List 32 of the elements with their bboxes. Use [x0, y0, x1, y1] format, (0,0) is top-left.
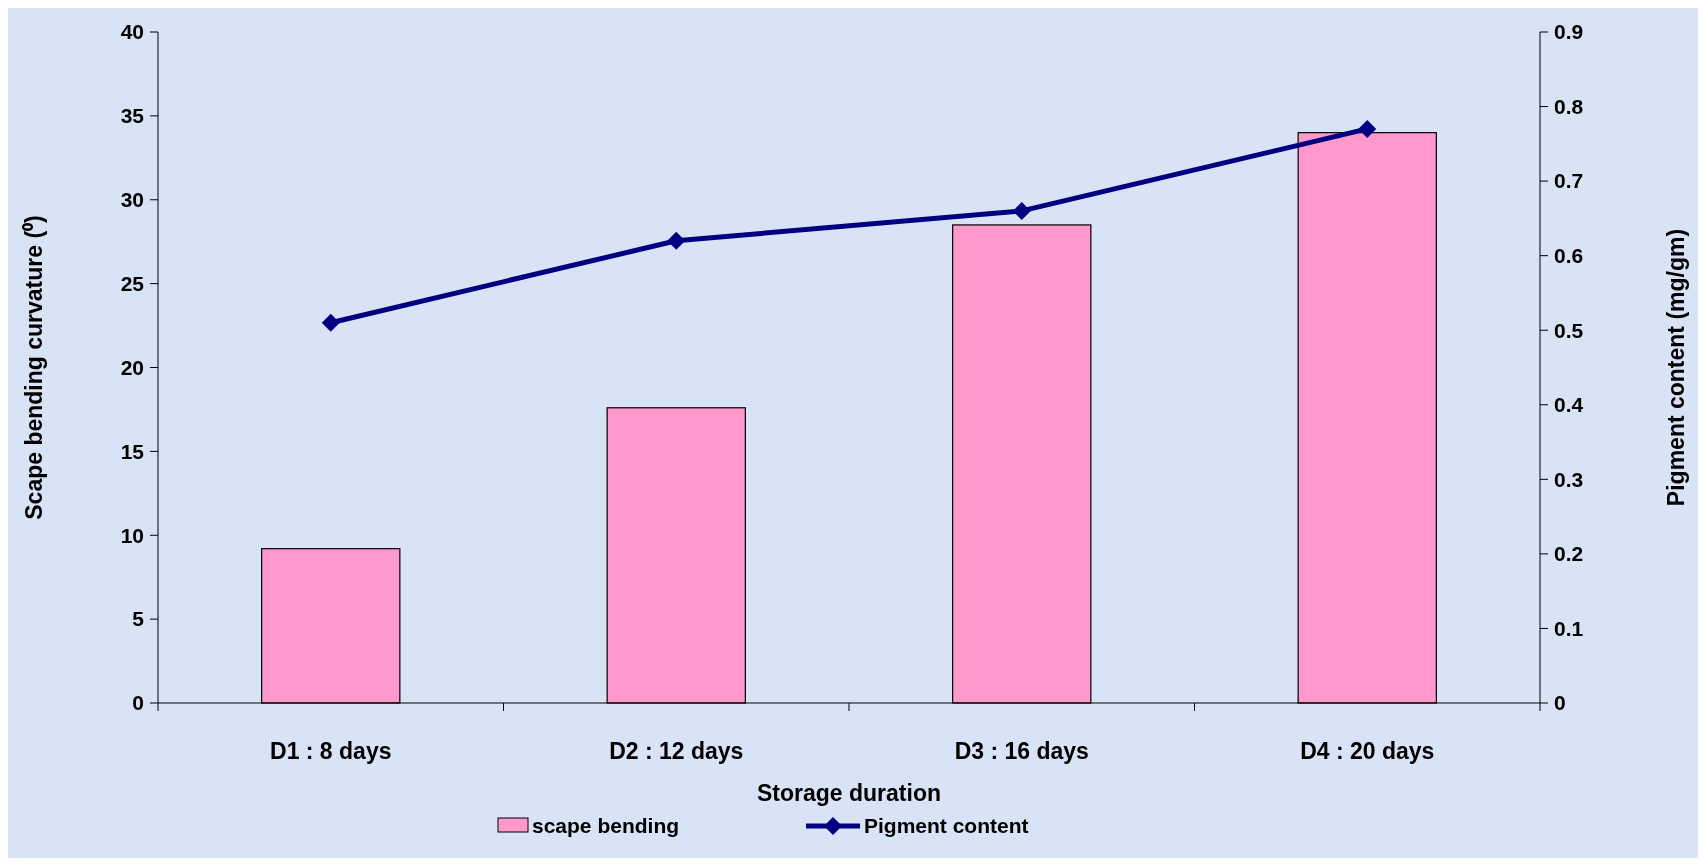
x-tick-label: D2 : 12 days	[609, 738, 744, 764]
x-tick-label: D3 : 16 days	[954, 738, 1089, 764]
y-tick-label: 20	[120, 355, 144, 379]
x-tick-label: D1 : 8 days	[270, 738, 392, 764]
y2-tick-label: 0.9	[1554, 20, 1584, 44]
y-tick-label: 5	[132, 607, 145, 631]
y2-tick-label: 0.5	[1554, 318, 1584, 342]
legend-label: Pigment content	[864, 814, 1029, 838]
y2-tick-label: 0.6	[1554, 244, 1584, 268]
point	[1012, 201, 1031, 220]
y2-tick-label: 0.4	[1554, 393, 1584, 417]
y2-tick-label: 0.7	[1554, 169, 1584, 193]
y2-tick-label: 0.3	[1554, 467, 1584, 491]
y-tick-label: 35	[120, 104, 145, 128]
y2-tick-label: 0.8	[1554, 94, 1584, 118]
y2-axis-title: Pigment content (mg/gm)	[1663, 228, 1689, 507]
y-tick-label: 30	[120, 188, 144, 212]
y-tick-label: 15	[120, 439, 145, 463]
x-axis-title: Storage duration	[756, 780, 942, 806]
y2-tick-label: 0.1	[1554, 616, 1584, 640]
point	[321, 313, 340, 332]
y-tick-label: 10	[120, 523, 144, 547]
y-tick-label: 40	[120, 20, 144, 44]
legend-label: scape bending	[532, 814, 680, 838]
x-tick-label: D4 : 20 days	[1300, 738, 1435, 764]
point	[1358, 119, 1377, 138]
y-tick-label: 0	[132, 691, 144, 715]
y-tick-label: 25	[120, 271, 145, 295]
point	[667, 231, 686, 250]
y2-tick-label: 0.2	[1554, 542, 1584, 566]
y-axis-title: Scape bending curvature (⁰)	[21, 215, 47, 520]
y2-tick-label: 0	[1554, 691, 1566, 715]
